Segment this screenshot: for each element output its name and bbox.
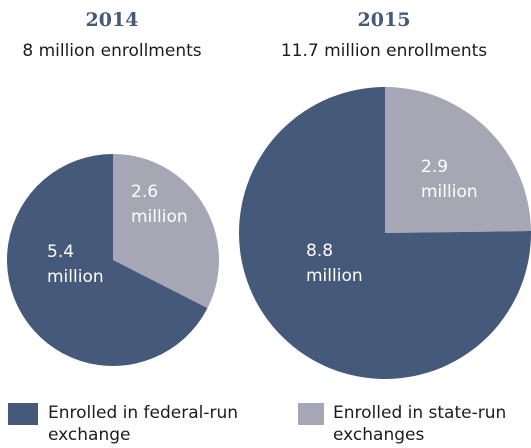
- legend-federal-line2: exchange: [48, 425, 131, 445]
- slice-label-2015-state-value: 2.9: [421, 157, 448, 177]
- slice-label-2015-state-unit: million: [421, 182, 478, 202]
- legend-swatch-state: [298, 403, 324, 425]
- pie-2015: [239, 87, 531, 379]
- chart-2014-title: 2014: [86, 9, 139, 31]
- legend-federal-line1: Enrolled in federal-run: [48, 403, 238, 423]
- slice-label-2014-state-unit: million: [131, 207, 188, 227]
- slice-label-2015-federal-value: 8.8: [306, 241, 333, 261]
- chart-2015-subtitle: 11.7 million enrollments: [281, 41, 487, 61]
- legend-state-line1: Enrolled in state-run: [333, 403, 506, 423]
- pie-slice-2015-state: [385, 87, 531, 233]
- pie-2014: [7, 153, 220, 366]
- legend-state-line2: exchanges: [333, 425, 424, 445]
- chart-2015-title: 2015: [358, 9, 411, 31]
- slice-label-2014-federal-value: 5.4: [47, 242, 74, 262]
- slice-label-2015-federal-unit: million: [306, 266, 363, 286]
- pie-slice-2015-federal: [239, 87, 531, 379]
- slice-label-2014-federal-unit: million: [47, 267, 104, 287]
- pie-slice-2014-federal: [7, 154, 208, 366]
- slice-label-2014-state-value: 2.6: [131, 182, 158, 202]
- pie-slice-2014-state: [113, 153, 220, 309]
- chart-2014-subtitle: 8 million enrollments: [22, 41, 201, 61]
- legend-swatch-federal: [8, 403, 38, 425]
